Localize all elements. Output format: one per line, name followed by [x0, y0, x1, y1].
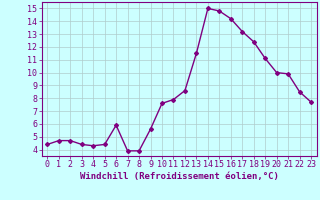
X-axis label: Windchill (Refroidissement éolien,°C): Windchill (Refroidissement éolien,°C): [80, 172, 279, 181]
